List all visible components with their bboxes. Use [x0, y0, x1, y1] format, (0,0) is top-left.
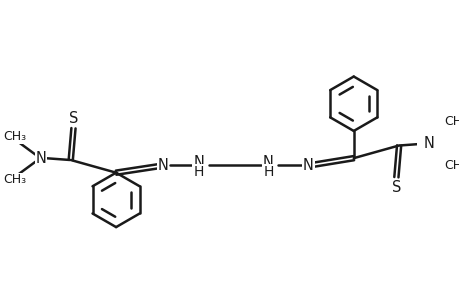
Text: H: H	[263, 165, 273, 179]
Text: N: N	[193, 155, 204, 170]
Text: N: N	[263, 155, 273, 170]
Text: N: N	[423, 136, 434, 151]
Text: N: N	[302, 158, 313, 173]
Text: S: S	[391, 180, 400, 195]
Text: S: S	[69, 111, 78, 126]
Text: N: N	[35, 151, 46, 166]
Text: H: H	[193, 165, 203, 179]
Text: CH₃: CH₃	[3, 130, 26, 143]
Text: CH₃: CH₃	[443, 159, 459, 172]
Text: CH₃: CH₃	[443, 116, 459, 128]
Text: CH₃: CH₃	[3, 173, 26, 186]
Text: N: N	[157, 158, 168, 173]
